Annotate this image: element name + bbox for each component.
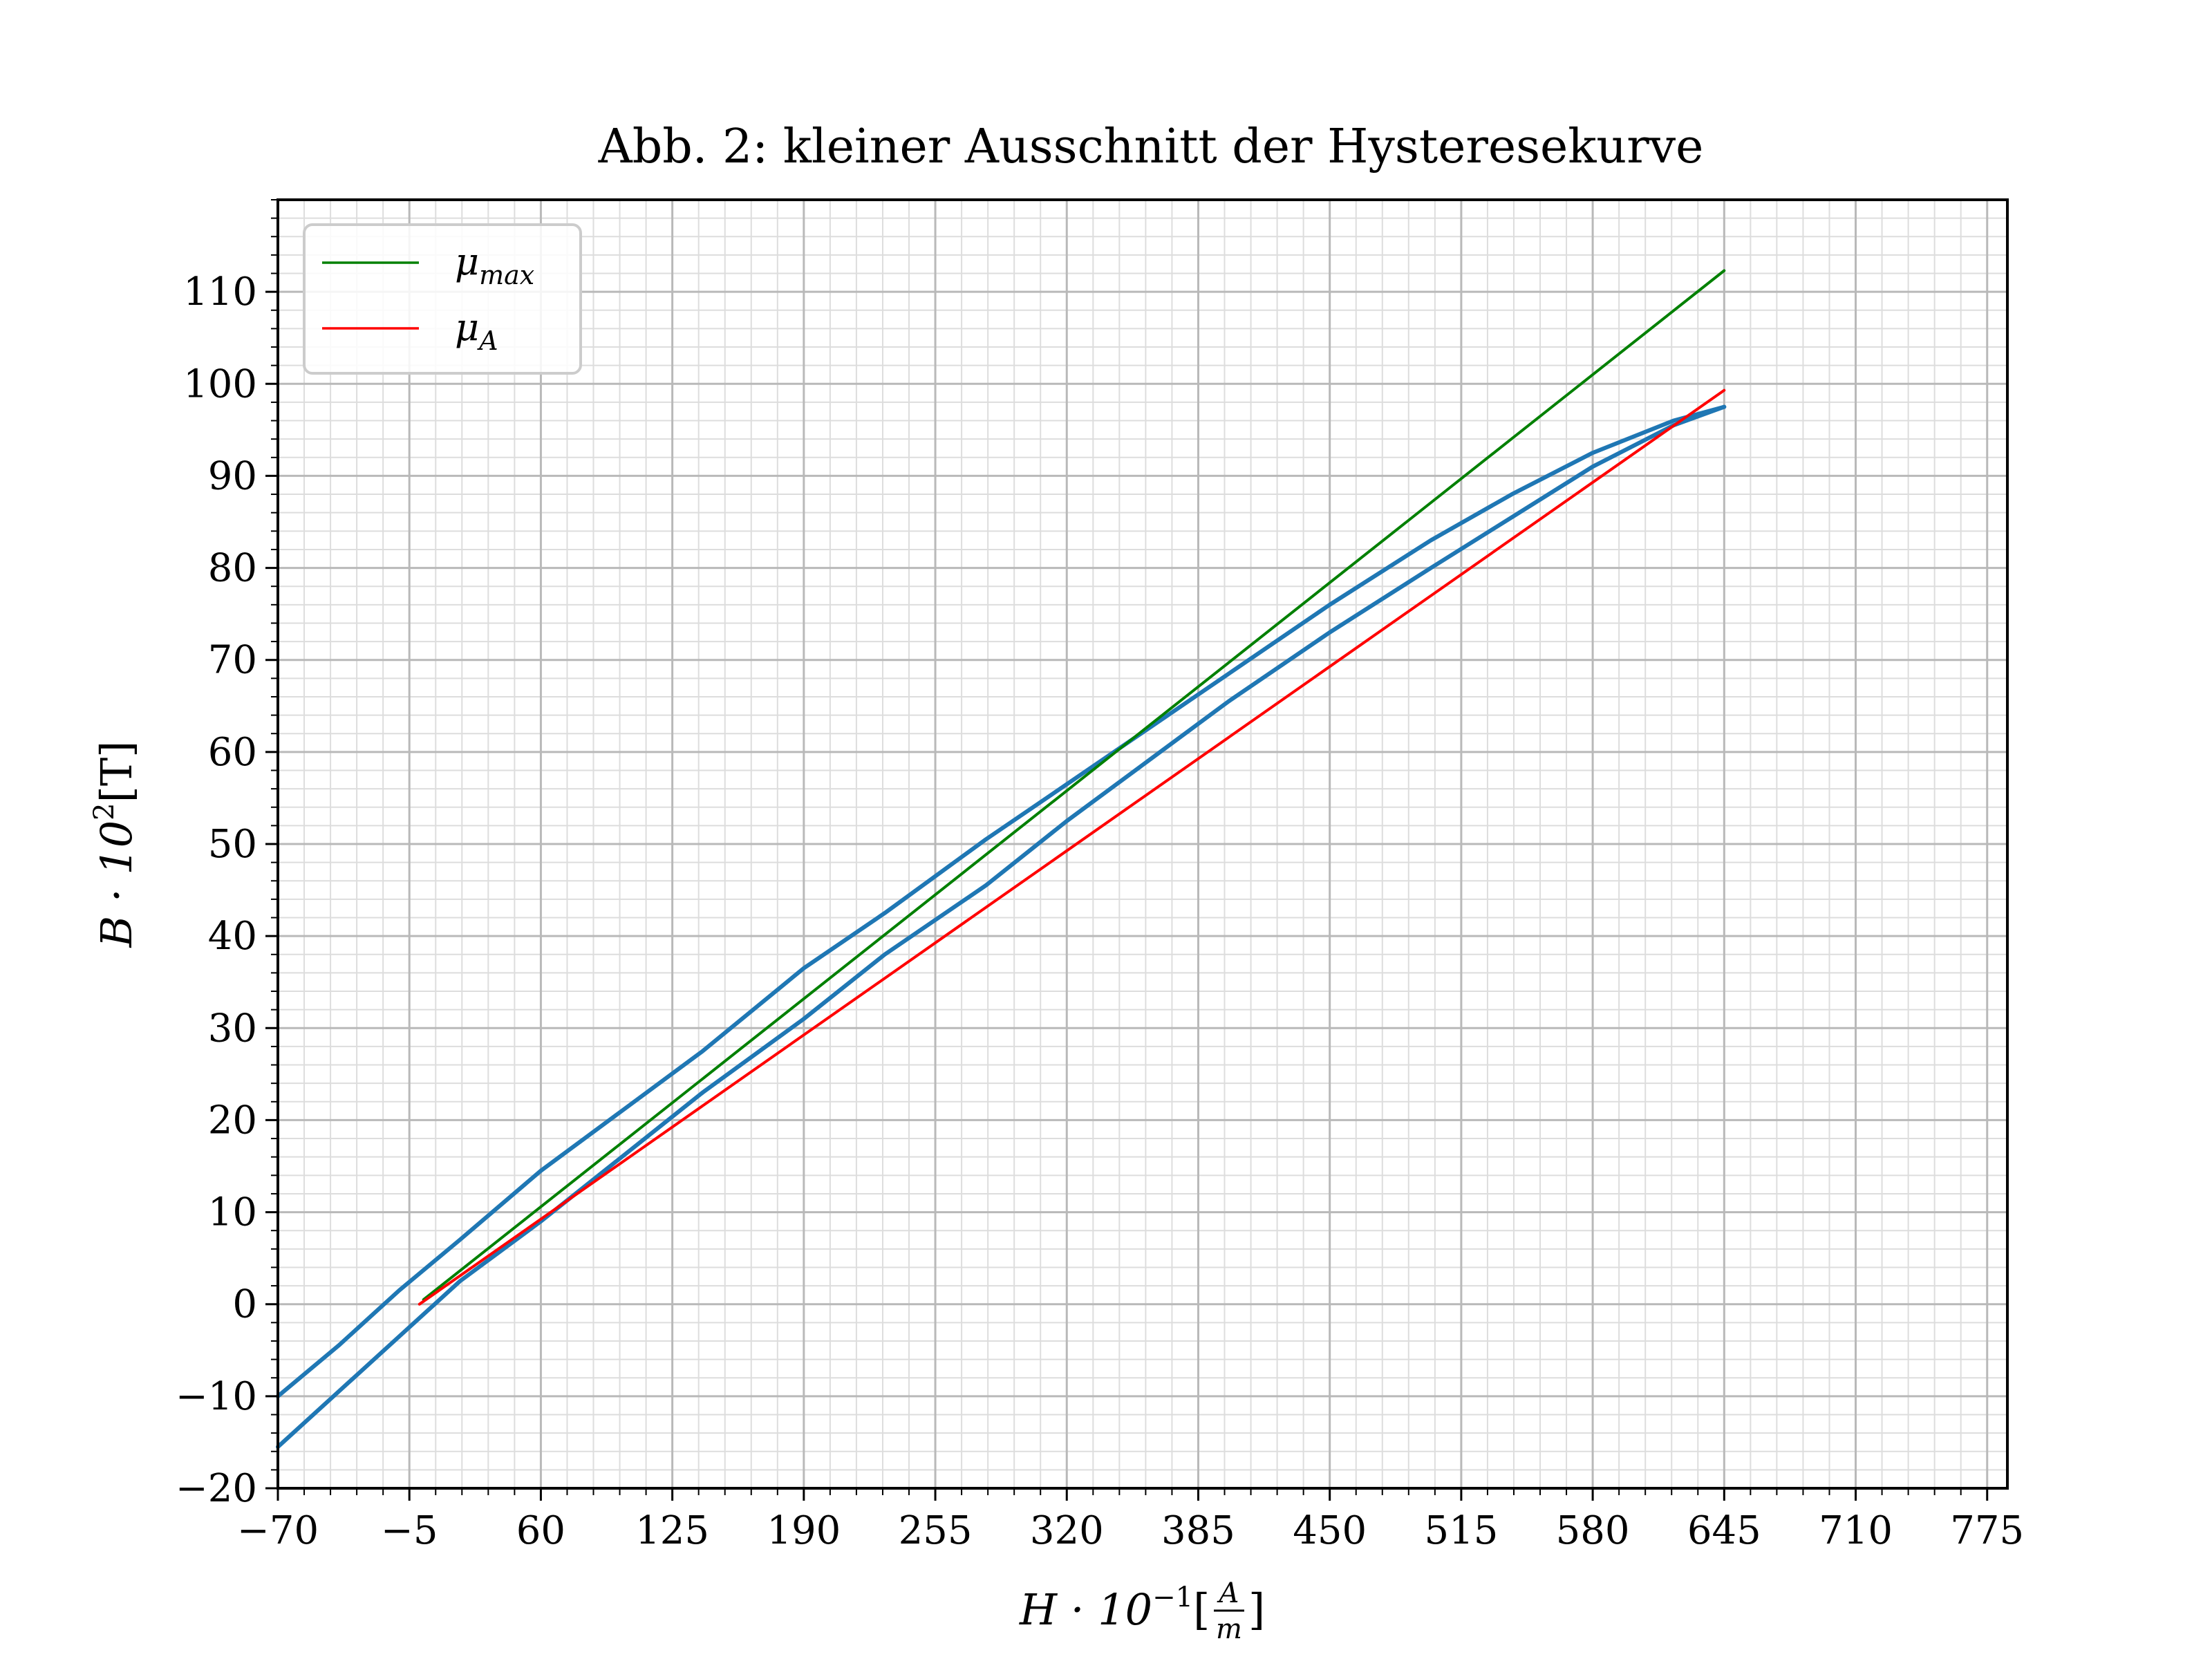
series-line-hysteresis-upper <box>276 404 1727 1398</box>
legend-label-mu-a: μA <box>455 306 498 356</box>
series-layer <box>276 269 1727 1450</box>
x-axis-unit-fraction: A m ] <box>1214 1577 1265 1645</box>
x-tick-label: 190 <box>767 1508 841 1553</box>
x-axis-unit-denominator: m <box>1216 1613 1242 1645</box>
x-tick-label: 645 <box>1687 1508 1761 1553</box>
x-tick-label: 450 <box>1293 1508 1367 1553</box>
x-tick-label: 385 <box>1161 1508 1235 1553</box>
y-axis-label: B · 102[T] <box>88 741 142 948</box>
x-tick-label: 320 <box>1030 1508 1104 1553</box>
y-tick-label: 0 <box>232 1282 257 1327</box>
y-tick-label: 100 <box>183 362 257 406</box>
series-line-mu-max <box>422 269 1726 1302</box>
legend-box <box>303 223 582 375</box>
x-tick-label: 775 <box>1950 1508 2024 1553</box>
y-tick-label: 110 <box>183 270 257 315</box>
plot-frame <box>276 198 2009 1490</box>
chart-title: Abb. 2: kleiner Ausschnitt der Hysterese… <box>598 120 1704 174</box>
x-axis-label: H · 10−1[ <box>1019 1582 1210 1635</box>
y-tick-label: −20 <box>176 1466 257 1511</box>
y-tick-label: −10 <box>176 1374 257 1419</box>
x-tick-label: 60 <box>516 1508 565 1553</box>
y-tick-label: 80 <box>208 546 257 591</box>
x-axis-unit-numerator: A <box>1217 1577 1239 1609</box>
x-axis-unit-close: ] <box>1248 1584 1265 1635</box>
y-tick-label: 60 <box>208 730 257 775</box>
y-tick-label: 10 <box>208 1190 257 1235</box>
y-tick-label: 30 <box>208 1006 257 1051</box>
x-tick-label: −70 <box>237 1508 319 1553</box>
y-tick-label: 20 <box>208 1098 257 1143</box>
y-tick-label: 40 <box>208 914 257 959</box>
x-tick-label: 710 <box>1819 1508 1893 1553</box>
legend-label-mu-max: μmax <box>455 240 534 290</box>
legend: μmax μA <box>303 223 582 375</box>
x-tick-label: 515 <box>1424 1508 1498 1553</box>
y-tick-label: 90 <box>208 453 257 498</box>
x-tick-label: 580 <box>1556 1508 1630 1553</box>
series-line-mu-a <box>418 388 1726 1306</box>
x-tick-label: 125 <box>635 1508 709 1553</box>
x-tick-label: 255 <box>899 1508 973 1553</box>
series-line-hysteresis-lower <box>276 404 1727 1450</box>
y-tick-label: 50 <box>208 822 257 867</box>
x-tick-label: −5 <box>381 1508 438 1553</box>
y-tick-label: 70 <box>208 638 257 683</box>
